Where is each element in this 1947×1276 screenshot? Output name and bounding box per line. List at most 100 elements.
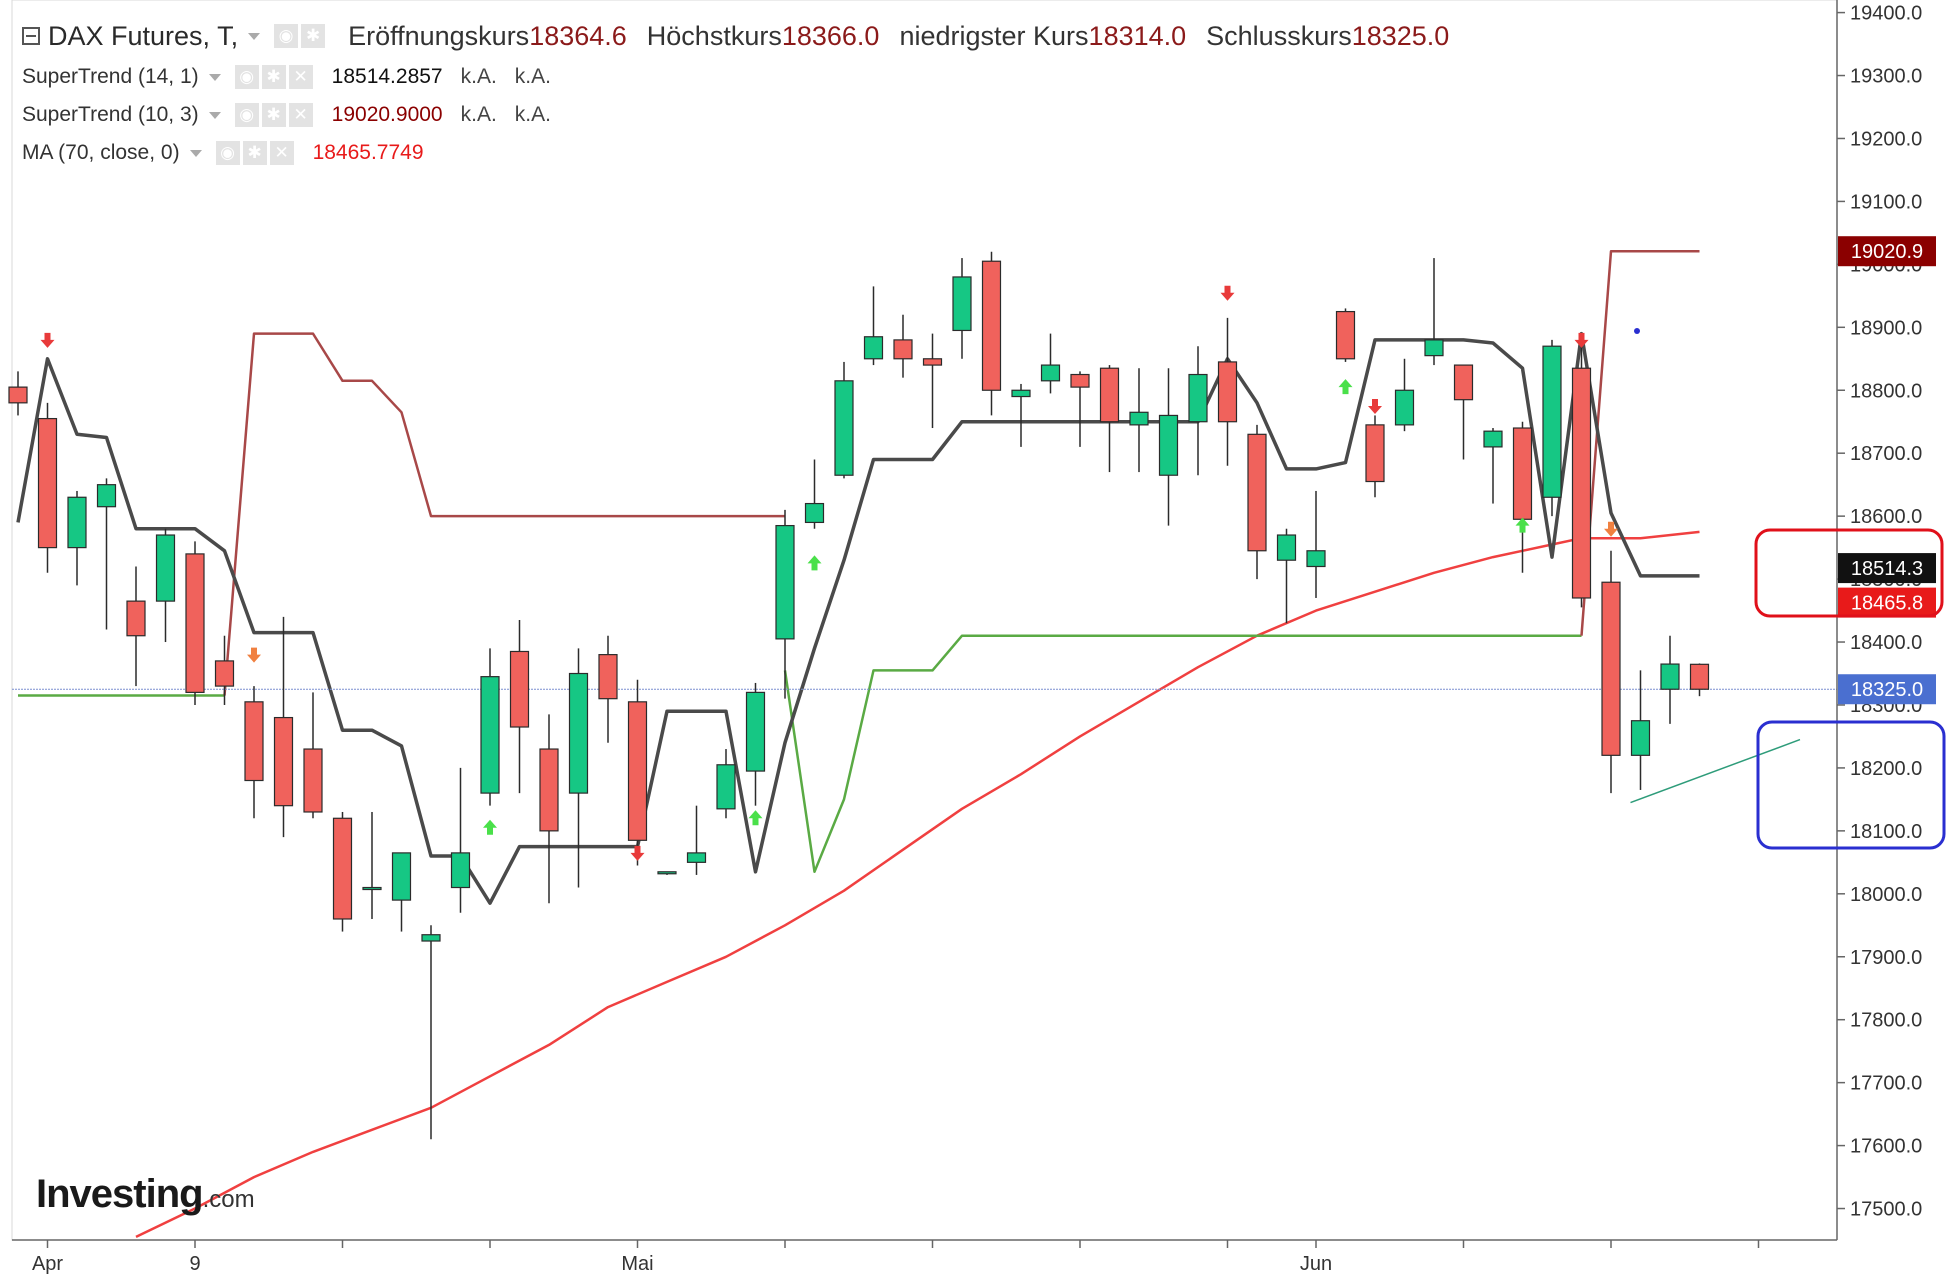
candle — [1601, 550, 1621, 794]
candle — [126, 566, 146, 687]
y-tick-label: 17800.0 — [1850, 1010, 1922, 1032]
candle — [893, 314, 913, 378]
candle-body — [745, 691, 766, 772]
candle-body — [303, 748, 323, 813]
gear-icon[interactable]: ✱ — [242, 141, 267, 165]
candle — [834, 361, 854, 479]
candle-body — [1483, 430, 1503, 448]
signal-arrow — [247, 647, 261, 663]
candle-body — [1512, 427, 1533, 520]
candle — [1247, 424, 1267, 580]
candle-body — [893, 339, 913, 360]
signal-arrow — [40, 332, 55, 348]
high-label: Höchstkurs — [646, 20, 782, 51]
candle-body — [1040, 364, 1061, 382]
price-badge: 18465.8 — [1838, 587, 1936, 618]
candle-body — [981, 260, 1002, 391]
indicator-value: 19020.9000 — [331, 103, 443, 126]
candle-body — [1571, 367, 1592, 599]
chevron-down-icon[interactable] — [208, 73, 221, 81]
gear-icon[interactable]: ✱ — [261, 103, 286, 127]
chevron-down-icon[interactable] — [248, 32, 261, 40]
close-value: 18325.0 — [1351, 20, 1450, 51]
candle — [332, 811, 353, 932]
high-value: 18366.0 — [781, 20, 880, 51]
y-tick-label: 17500.0 — [1850, 1199, 1922, 1221]
candle-body — [1306, 550, 1326, 568]
y-tick-label: 19300.0 — [1850, 66, 1922, 88]
candle-body — [804, 502, 825, 524]
candle — [214, 635, 235, 705]
candle-body — [1630, 720, 1651, 756]
candle-body — [1276, 534, 1297, 561]
chevron-down-icon[interactable] — [189, 149, 202, 157]
indicator-name[interactable]: SuperTrend (10, 3) — [22, 103, 199, 126]
candle-body — [126, 600, 146, 637]
chevron-down-icon[interactable] — [208, 111, 221, 119]
candle-body — [96, 484, 117, 508]
supertrend-10-segment — [223, 332, 785, 696]
candle — [1660, 635, 1680, 724]
candle-body — [1129, 411, 1149, 426]
candle-body — [37, 417, 58, 549]
visibility-icon[interactable]: ◉ — [215, 141, 240, 165]
candle — [657, 871, 677, 875]
y-tick-label: 18400.0 — [1850, 632, 1922, 654]
supertrend-14-path — [16, 331, 1700, 905]
y-tick-label: 19400.0 — [1850, 3, 1922, 25]
close-icon[interactable]: ✕ — [288, 65, 313, 89]
gear-icon[interactable]: ✱ — [261, 65, 286, 89]
indicator-row-supertrend-14: SuperTrend (14, 1) ◉ ✱ ✕ 18514.2857 k.A.… — [22, 58, 1449, 96]
drawn-trendline[interactable] — [1630, 738, 1801, 804]
candle — [450, 767, 471, 913]
candle-body — [1542, 345, 1562, 498]
visibility-icon[interactable]: ◉ — [234, 65, 259, 89]
candle-body — [922, 358, 943, 366]
signal-arrows — [40, 285, 1640, 861]
candle-body — [1011, 389, 1031, 398]
close-icon[interactable]: ✕ — [288, 103, 313, 127]
candle — [1070, 371, 1090, 447]
y-tick-label: 18600.0 — [1850, 506, 1922, 528]
candle — [1158, 368, 1179, 526]
candle-body — [1158, 414, 1179, 476]
candle — [421, 925, 441, 1140]
candle-body — [952, 276, 972, 332]
candle — [1306, 490, 1326, 598]
candle — [922, 333, 943, 429]
indicator-na: k.A. — [460, 103, 497, 126]
time-axis[interactable]: Apr 9 Mai Jun — [12, 1239, 1837, 1275]
visibility-icon[interactable]: ◉ — [274, 24, 299, 48]
candles — [8, 251, 1710, 1140]
collapse-icon[interactable] — [22, 27, 40, 45]
candle-body — [775, 524, 795, 640]
price-badge-bg — [1838, 553, 1936, 584]
indicator-row-ma: MA (70, close, 0) ◉ ✱ ✕ 18465.7749 — [22, 134, 1449, 172]
close-icon[interactable]: ✕ — [269, 141, 294, 165]
candle — [37, 402, 58, 573]
candle-body — [1335, 310, 1356, 360]
candle — [981, 251, 1002, 416]
candle-body — [1070, 373, 1090, 388]
indicator-name[interactable]: SuperTrend (14, 1) — [22, 65, 199, 88]
y-tick-label: 19200.0 — [1850, 128, 1922, 150]
price-axis[interactable]: 17500.0 17600.0 17700.0 17800.0 17900.0 18000… — [1836, 0, 1922, 1240]
price-badge-label: 18514.3 — [1851, 558, 1923, 580]
candle-body — [627, 701, 648, 841]
gear-icon[interactable]: ✱ — [301, 24, 326, 48]
supertrend-14-1-line — [16, 331, 1700, 905]
candle-body — [657, 871, 677, 875]
candle-body — [1660, 663, 1680, 690]
candle — [155, 528, 176, 643]
candle — [244, 686, 264, 819]
visibility-icon[interactable]: ◉ — [234, 103, 259, 127]
marker-dot — [1634, 328, 1640, 334]
candle — [1483, 428, 1503, 504]
symbol-label[interactable]: DAX Futures, T, — [48, 20, 239, 51]
signal-arrow — [1368, 398, 1382, 414]
candle-body — [1424, 339, 1444, 357]
indicator-name[interactable]: MA (70, close, 0) — [22, 141, 180, 164]
signal-arrow — [1574, 332, 1589, 348]
candle-body — [1365, 424, 1385, 483]
